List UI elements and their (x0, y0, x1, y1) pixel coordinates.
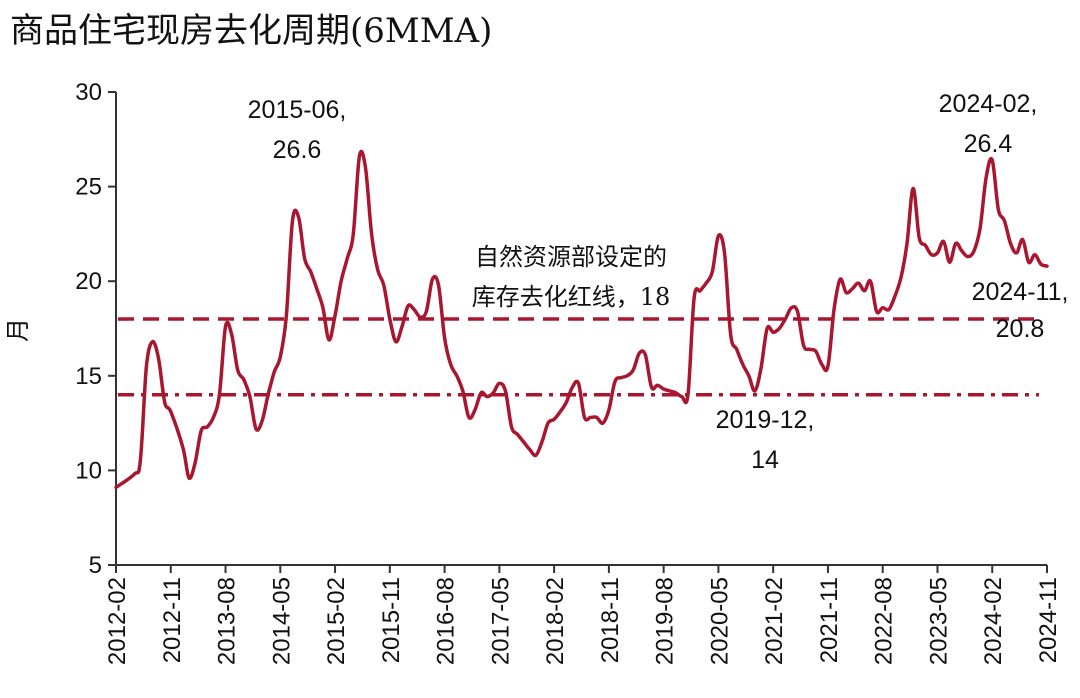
y-tick-label-20: 20 (75, 268, 102, 295)
annotation-peak-2024-line2: 26.4 (964, 130, 1013, 158)
annotation-peak-2015-line2: 26.6 (273, 136, 322, 164)
annotation-redline-line2: 库存去化红线，18 (472, 283, 671, 311)
x-tick-label-2021-11: 2021-11 (816, 577, 843, 663)
y-tick-label-5: 5 (89, 552, 102, 579)
x-tick-label-2014-05: 2014-05 (268, 577, 295, 665)
x-tick-label-2015-02: 2015-02 (323, 577, 350, 665)
x-tick-label-2024-02: 2024-02 (980, 577, 1007, 665)
y-tick-label-30: 30 (75, 79, 102, 106)
series-layer (114, 149, 1049, 490)
x-tick-label-2022-08: 2022-08 (871, 577, 898, 665)
annotation-redline-line1: 自然资源部设定的 (475, 243, 667, 271)
x-tick-label-2021-02: 2021-02 (761, 577, 788, 665)
x-tick-label-2019-08: 2019-08 (652, 577, 679, 665)
x-axis: 2012-02 2012-11 2013-08 2014-05 2015-02 2015-… (104, 564, 1062, 665)
x-tick-label-2017-05: 2017-05 (487, 577, 514, 665)
x-tick-label-2024-11: 2024-11 (1035, 577, 1062, 663)
y-tick-label-15: 15 (75, 363, 102, 390)
x-tick-label-2012-02: 2012-02 (104, 577, 131, 665)
x-tick-label-2018-02: 2018-02 (542, 577, 569, 665)
y-axis: 5 10 15 20 25 30 (75, 79, 117, 579)
x-tick-label-2016-08: 2016-08 (433, 577, 460, 665)
y-axis-label: 月 (4, 318, 32, 342)
annotation-peak-2015-line1: 2015-06, (248, 96, 347, 124)
chart-title: 商品住宅现房去化周期(6MMA) (10, 11, 492, 51)
x-tick-label-2020-05: 2020-05 (706, 577, 733, 665)
annotation-2019-line1: 2019-12, (716, 406, 815, 434)
reference-lines (118, 317, 1039, 397)
x-tick-label-2015-11: 2015-11 (378, 577, 405, 663)
x-tick-label-2018-11: 2018-11 (597, 577, 624, 663)
y-tick-label-10: 10 (75, 457, 102, 484)
annotation-latest-line1: 2024-11, (972, 278, 1069, 306)
annotation-2019-line2: 14 (751, 446, 779, 474)
x-tick-label-2023-05: 2023-05 (925, 577, 952, 665)
series-line-0 (114, 149, 1049, 490)
annotations: 2015-06, 26.6 2024-02, 26.4 自然资源部设定的 库存去… (248, 90, 1069, 474)
annotation-peak-2024-line1: 2024-02, (939, 90, 1038, 118)
y-tick-label-25: 25 (75, 174, 102, 201)
x-tick-label-2013-08: 2013-08 (214, 577, 241, 665)
annotation-latest-line2: 20.8 (996, 315, 1045, 343)
x-tick-label-2012-11: 2012-11 (159, 577, 186, 663)
